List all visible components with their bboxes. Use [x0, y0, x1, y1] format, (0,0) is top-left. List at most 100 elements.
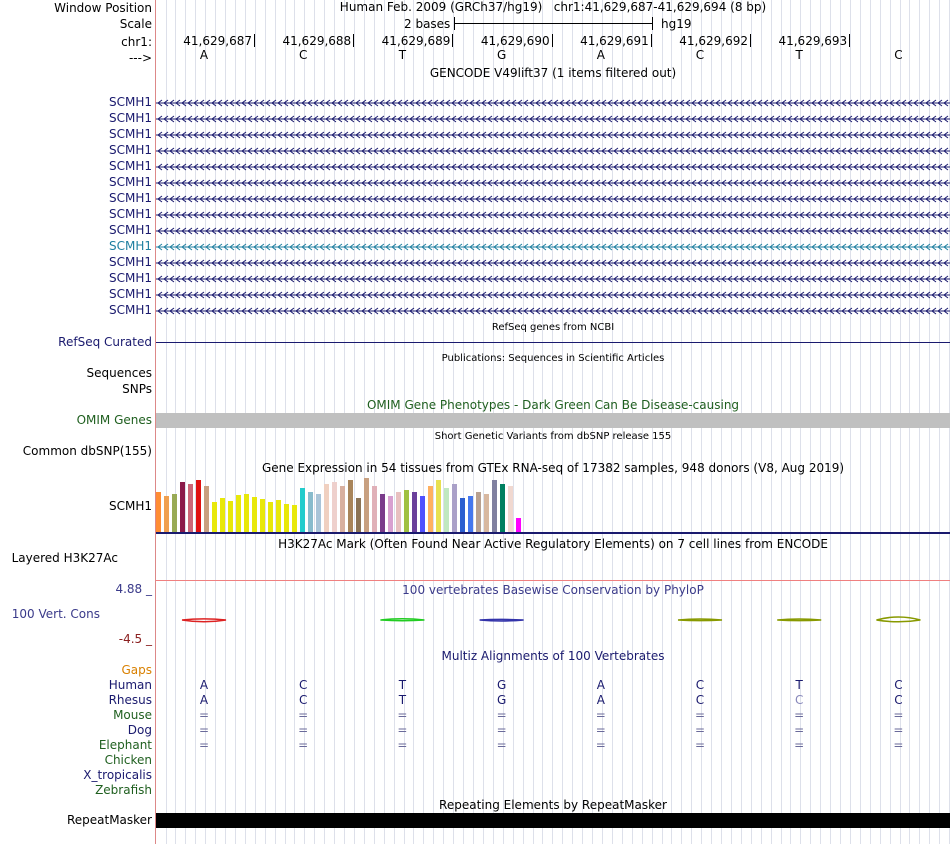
gtex-tissue-bar[interactable]: [156, 492, 161, 532]
publications-title[interactable]: Publications: Sequences in Scientific Ar…: [441, 353, 665, 364]
gtex-tissue-bar[interactable]: [308, 492, 313, 532]
gtex-tissue-bar[interactable]: [380, 494, 385, 532]
gtex-tissue-bar[interactable]: [492, 480, 497, 532]
snps-label[interactable]: SNPs: [122, 382, 152, 396]
gtex-tissue-bar[interactable]: [396, 492, 401, 532]
gtex-gene-label[interactable]: SCMH1: [108, 499, 152, 513]
gencode-transcript[interactable]: [156, 143, 950, 158]
gtex-tissue-bar[interactable]: [420, 496, 425, 532]
repeatmasker-block[interactable]: [156, 813, 950, 828]
gtex-tissue-bar[interactable]: [236, 495, 241, 532]
gencode-transcript[interactable]: [156, 255, 950, 270]
gtex-tissue-bar[interactable]: [188, 484, 193, 532]
gencode-transcript[interactable]: [156, 175, 950, 190]
species-label-elephant[interactable]: Elephant: [98, 738, 152, 752]
gencode-label[interactable]: SCMH1: [108, 111, 152, 125]
phylop-signal[interactable]: [156, 600, 950, 640]
gtex-tissue-bar[interactable]: [372, 486, 377, 532]
gtex-tissue-bar[interactable]: [500, 484, 505, 532]
common-dbsnp-label[interactable]: Common dbSNP(155): [22, 444, 152, 458]
species-label-zebrafish[interactable]: Zebrafish: [95, 783, 152, 797]
gencode-transcript[interactable]: [156, 111, 950, 126]
repeatmasker-label[interactable]: RepeatMasker: [66, 813, 152, 827]
refseq-gene-line[interactable]: [156, 342, 950, 343]
gtex-title[interactable]: Gene Expression in 54 tissues from GTEx …: [261, 461, 845, 475]
gencode-label[interactable]: SCMH1: [108, 255, 152, 269]
phylop-mark[interactable]: [677, 618, 723, 622]
gtex-tissue-bar[interactable]: [452, 484, 457, 532]
omim-gene-block[interactable]: [156, 413, 950, 428]
gtex-tissue-bar[interactable]: [260, 499, 265, 532]
gencode-transcript[interactable]: [156, 223, 950, 238]
gencode-label[interactable]: SCMH1: [108, 143, 152, 157]
gencode-transcript[interactable]: [156, 207, 950, 222]
species-label-x-tropicalis[interactable]: X_tropicalis: [83, 768, 152, 782]
gtex-tissue-bar[interactable]: [388, 496, 393, 532]
gtex-tissue-bar[interactable]: [428, 486, 433, 532]
gtex-tissue-bar[interactable]: [412, 492, 417, 532]
gtex-tissue-bar[interactable]: [356, 498, 361, 532]
gtex-tissue-bar[interactable]: [508, 486, 513, 532]
gencode-label[interactable]: SCMH1: [108, 223, 152, 237]
gencode-transcript[interactable]: [156, 287, 950, 302]
gtex-tissue-bar[interactable]: [276, 500, 281, 532]
species-label-mouse[interactable]: Mouse: [113, 708, 152, 722]
gencode-label[interactable]: SCMH1: [108, 191, 152, 205]
gencode-label[interactable]: SCMH1: [108, 271, 152, 285]
phylop-title[interactable]: 100 vertebrates Basewise Conservation by…: [402, 583, 704, 597]
gencode-transcript[interactable]: [156, 159, 950, 174]
gencode-label[interactable]: SCMH1: [108, 303, 152, 317]
h3k27ac-label[interactable]: Layered H3K27Ac: [11, 551, 118, 565]
gtex-tissue-bar[interactable]: [196, 480, 201, 532]
gtex-tissue-bar[interactable]: [348, 480, 353, 532]
gtex-tissue-bar[interactable]: [516, 518, 521, 532]
species-label-dog[interactable]: Dog: [127, 723, 152, 737]
gtex-tissue-bar[interactable]: [364, 478, 369, 532]
phylop-mark[interactable]: [777, 618, 822, 622]
strand-arrow-label[interactable]: --->: [128, 51, 152, 65]
gtex-tissue-bar[interactable]: [292, 505, 297, 532]
gtex-tissue-bar[interactable]: [244, 494, 249, 532]
gencode-transcript[interactable]: [156, 127, 950, 142]
gtex-tissue-bar[interactable]: [228, 501, 233, 532]
gtex-tissue-bar[interactable]: [476, 492, 481, 532]
gtex-tissue-bar[interactable]: [204, 486, 209, 532]
gtex-tissue-bar[interactable]: [468, 496, 473, 532]
gtex-tissue-bar[interactable]: [316, 494, 321, 532]
phylop-mark[interactable]: [479, 618, 524, 622]
gencode-label[interactable]: SCMH1: [108, 159, 152, 173]
gencode-label[interactable]: SCMH1: [108, 207, 152, 221]
dbsnp-title[interactable]: Short Genetic Variants from dbSNP releas…: [434, 431, 672, 442]
track-area[interactable]: Human Feb. 2009 (GRCh37/hg19) chr1:41,62…: [156, 0, 950, 844]
gencode-label[interactable]: SCMH1: [108, 95, 152, 109]
gencode-label[interactable]: SCMH1: [108, 287, 152, 301]
phylop-mark[interactable]: [876, 616, 921, 623]
sequences-label[interactable]: Sequences: [86, 366, 152, 380]
gaps-label[interactable]: Gaps: [121, 663, 152, 677]
gtex-bar-chart[interactable]: [156, 474, 950, 532]
gtex-tissue-bar[interactable]: [460, 498, 465, 532]
species-label-rhesus[interactable]: Rhesus: [108, 693, 152, 707]
gencode-label[interactable]: SCMH1: [108, 175, 152, 189]
gtex-tissue-bar[interactable]: [180, 482, 185, 532]
gtex-tissue-bar[interactable]: [300, 488, 305, 532]
gtex-tissue-bar[interactable]: [404, 490, 409, 532]
h3k27ac-title[interactable]: H3K27Ac Mark (Often Found Near Active Re…: [278, 537, 828, 551]
gencode-transcript[interactable]: [156, 239, 950, 254]
gtex-tissue-bar[interactable]: [212, 502, 217, 532]
phylop-label[interactable]: 100 Vert. Cons: [11, 607, 100, 621]
gtex-tissue-bar[interactable]: [164, 496, 169, 532]
gtex-tissue-bar[interactable]: [444, 488, 449, 532]
gtex-tissue-bar[interactable]: [324, 484, 329, 532]
phylop-mark[interactable]: [181, 618, 227, 623]
gtex-tissue-bar[interactable]: [340, 486, 345, 532]
gencode-label[interactable]: SCMH1: [108, 127, 152, 141]
repeatmasker-title[interactable]: Repeating Elements by RepeatMasker: [439, 798, 667, 812]
species-label-human[interactable]: Human: [108, 678, 152, 692]
gtex-tissue-bar[interactable]: [252, 497, 257, 532]
gtex-tissue-bar[interactable]: [220, 498, 225, 532]
multiz-title[interactable]: Multiz Alignments of 100 Vertebrates: [441, 649, 665, 663]
gencode-transcript[interactable]: [156, 303, 950, 318]
species-label-chicken[interactable]: Chicken: [104, 753, 152, 767]
